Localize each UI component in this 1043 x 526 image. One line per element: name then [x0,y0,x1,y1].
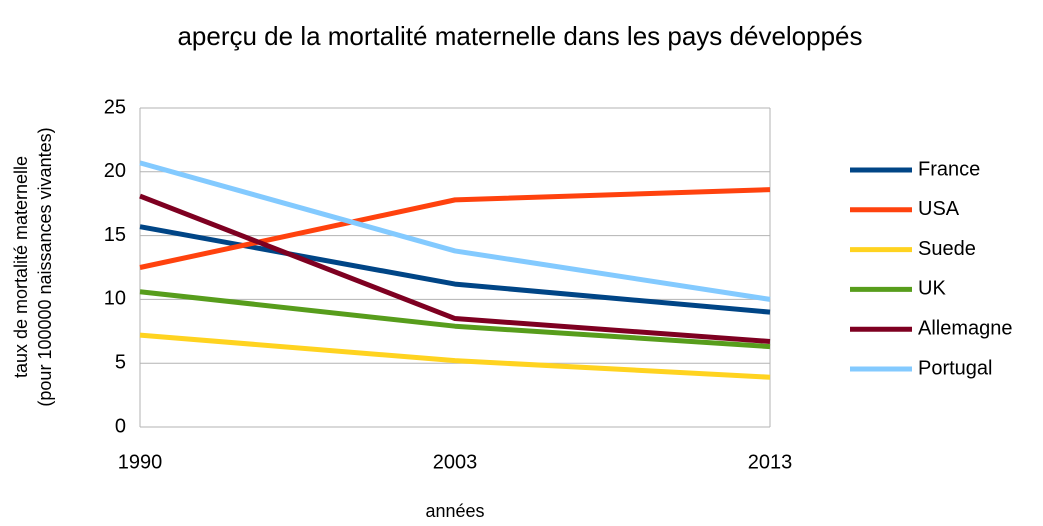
x-tick-label: 1990 [118,451,163,473]
y-tick-label: 20 [104,160,126,182]
series-line [139,193,771,345]
y-axis-label: (pour 100000 naissances vivantes) [35,127,55,406]
y-tick-label: 5 [115,351,126,373]
legend-label: UK [918,278,946,300]
series-line [139,187,771,270]
y-tick-label: 0 [115,415,126,437]
y-axis-label: taux de mortalité maternelle [11,156,31,378]
y-tick-label: 15 [104,224,126,246]
y-tick-label: 25 [104,96,126,118]
x-tick-label: 2003 [433,451,478,473]
legend-label: France [918,158,980,180]
series-line [139,289,771,350]
series-line [139,160,771,302]
legend-label: Allemagne [918,317,1013,339]
legend-label: USA [918,198,960,220]
series-line [139,332,771,380]
chart-title: aperçu de la mortalité maternelle dans l… [177,21,862,51]
legend-label: Suede [918,238,976,260]
x-axis-label: années [425,501,484,521]
legend-label: Portugal [918,357,993,379]
x-tick-label: 2013 [748,451,793,473]
y-tick-label: 10 [104,288,126,310]
